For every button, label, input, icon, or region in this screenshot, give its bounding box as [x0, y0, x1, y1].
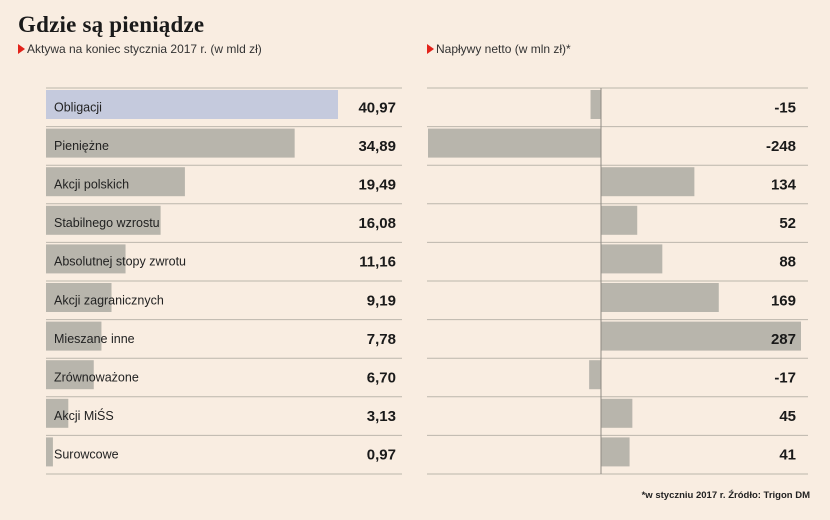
bar-inflows [601, 321, 801, 351]
chart-title: Gdzie są pieniądze [18, 12, 205, 37]
bar-inflows [601, 244, 663, 274]
value-label-assets: 34,89 [358, 138, 396, 155]
value-label-assets: 6,70 [367, 370, 396, 387]
value-label-inflows: -248 [766, 138, 796, 155]
bar-assets [46, 360, 94, 390]
subtitle-inflows-text: Napływy netto (w mln zł)* [436, 42, 571, 56]
bar-assets [46, 128, 295, 158]
category-label: Stabilnego wzrostu [54, 216, 160, 230]
bar-assets [46, 90, 338, 119]
value-label-inflows: 134 [771, 177, 797, 194]
value-label-assets: 16,08 [358, 215, 396, 232]
bar-inflows [428, 128, 601, 158]
value-label-assets: 19,49 [358, 177, 396, 194]
bar-assets [46, 321, 102, 351]
value-label-inflows: 41 [779, 447, 796, 464]
bar-assets [46, 398, 69, 428]
value-label-inflows: 287 [771, 331, 796, 348]
value-label-assets: 40,97 [358, 99, 396, 116]
category-label: Akcji MiŚS [54, 408, 114, 423]
bar-assets [46, 167, 185, 197]
bar-assets [46, 244, 126, 274]
bar-inflows [590, 90, 601, 119]
bar-inflows [601, 205, 638, 235]
source-footnote: *w styczniu 2017 r. Źródło: Trigon DM [641, 490, 810, 501]
subtitle-assets: Aktywa na koniec stycznia 2017 r. (w mld… [18, 42, 262, 56]
subtitle-inflows: Napływy netto (w mln zł)* [427, 42, 571, 56]
red-triangle-icon [427, 44, 434, 54]
value-label-inflows: 169 [771, 292, 796, 309]
value-label-inflows: 45 [779, 408, 796, 425]
value-label-assets: 9,19 [367, 292, 396, 309]
red-triangle-icon [18, 44, 25, 54]
category-label: Pieniężne [54, 139, 109, 153]
bar-inflows [589, 360, 601, 390]
bar-assets [46, 283, 112, 312]
category-label: Akcji zagranicznych [54, 293, 164, 307]
category-label: Absolutnej stopy zwrotu [54, 255, 186, 269]
value-label-assets: 3,13 [367, 408, 396, 425]
value-label-inflows: -17 [774, 370, 796, 387]
value-label-inflows: -15 [774, 99, 796, 116]
category-label: Zrównoważone [54, 371, 139, 385]
category-label: Surowcowe [54, 448, 119, 462]
category-label: Akcji polskich [54, 178, 129, 192]
bar-inflows [601, 398, 633, 428]
bar-inflows [601, 283, 719, 312]
value-label-inflows: 52 [779, 215, 796, 232]
subtitle-assets-text: Aktywa na koniec stycznia 2017 r. (w mld… [27, 42, 262, 56]
category-label: Obligacji [54, 100, 102, 114]
bar-inflows [601, 437, 630, 467]
value-label-assets: 7,78 [367, 331, 396, 348]
value-label-inflows: 88 [779, 254, 796, 271]
category-label: Mieszane inne [54, 332, 135, 346]
bar-inflows [601, 167, 695, 197]
value-label-assets: 11,16 [359, 254, 396, 271]
value-label-assets: 0,97 [367, 447, 396, 464]
bar-assets [46, 437, 53, 467]
bar-assets [46, 205, 161, 235]
